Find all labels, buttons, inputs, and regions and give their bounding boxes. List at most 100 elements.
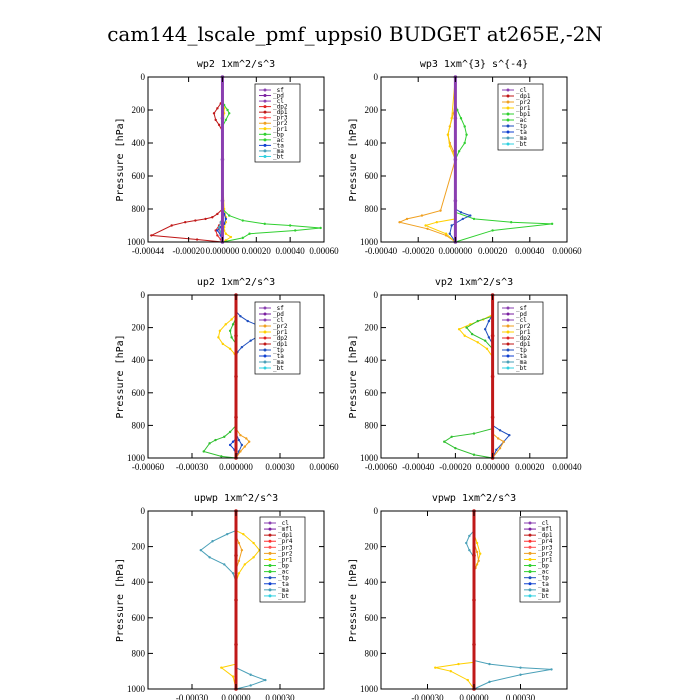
panels: wp2 1xm^2/s^3 Pressure [hPa] 0 200 400 600 800… — [115, 59, 582, 700]
series-point — [469, 214, 472, 217]
x-tick-label: 0.00060 — [309, 462, 339, 472]
legend-box — [497, 83, 544, 151]
series-point — [220, 455, 223, 458]
series-point — [226, 108, 229, 112]
legend-marker — [263, 348, 267, 352]
series-point — [550, 222, 554, 226]
series-point — [483, 339, 487, 342]
legend-entry: _ma — [278, 587, 289, 594]
y-tick-label: 1000 — [360, 453, 379, 463]
legend-entry: _cl — [273, 98, 284, 105]
legend-entry: _pr1 — [516, 329, 531, 336]
series-point — [448, 232, 452, 235]
legend-marker — [528, 539, 532, 543]
series-point — [228, 214, 231, 217]
series-point — [252, 541, 255, 545]
legend-marker — [506, 324, 510, 328]
x-tick-label: 0.00040 — [552, 462, 582, 472]
series-point — [223, 435, 226, 439]
series-point — [449, 670, 452, 673]
series-point — [457, 328, 461, 331]
legend-marker — [263, 360, 267, 364]
legend-entry: _tp — [278, 575, 289, 582]
series-point — [217, 336, 220, 339]
x-tick-label: 0.000000 — [476, 462, 510, 472]
legend-marker — [268, 576, 272, 580]
series-point — [519, 673, 522, 676]
series-line-pr2 — [398, 77, 456, 243]
y-axis-label: Pressure [hPa] — [348, 334, 359, 418]
series-point — [434, 666, 437, 669]
x-tick-label: -0.00060 — [365, 462, 398, 472]
series-point — [234, 553, 238, 558]
series-point — [472, 553, 476, 558]
legend-entry: _mfl — [538, 526, 553, 533]
x-tick-label: -0.00020 — [439, 462, 472, 472]
legend-entry: _dp1 — [278, 532, 293, 539]
legend-marker — [506, 112, 510, 116]
series-point — [420, 214, 424, 217]
series-point — [475, 550, 479, 554]
x-tick-label: 0.000000 — [206, 246, 240, 256]
x-tick-label: -0.00044 — [132, 246, 165, 256]
series-point — [199, 548, 202, 552]
y-tick-label: 600 — [365, 171, 379, 181]
legend-marker — [263, 330, 267, 334]
legend-entry: _bt — [516, 365, 527, 372]
y-tick-label: 800 — [365, 204, 379, 214]
legend-entry: _cl — [516, 317, 527, 324]
series-point — [472, 217, 476, 221]
legend-marker — [506, 348, 510, 352]
y-tick-label: 0 — [141, 506, 146, 516]
legend: _sf_pd_cl_pr2_pr1_dp2_dp1_tp_ta_ma_bt — [254, 301, 301, 375]
series-point — [224, 323, 227, 326]
series-point — [465, 541, 468, 545]
series-point — [472, 432, 476, 435]
series-line-dp2 — [443, 295, 494, 459]
series-point — [234, 642, 238, 647]
legend-marker — [506, 330, 510, 334]
series-point — [487, 336, 491, 339]
legend-entry: _pr1 — [538, 556, 553, 563]
series-point — [252, 556, 255, 559]
series-point — [248, 232, 251, 235]
series-point — [453, 157, 458, 162]
series-point — [184, 221, 187, 224]
y-tick-label: 0 — [374, 290, 379, 300]
series-point — [245, 437, 248, 440]
x-tick-label: 0.00000 — [459, 693, 489, 700]
series-point — [212, 112, 216, 115]
series-point — [476, 341, 479, 344]
legend-entry: _ac — [273, 137, 284, 144]
legend-entry: _dp1 — [273, 109, 288, 116]
series-point — [229, 235, 233, 239]
legend-entry: _pr2 — [273, 120, 288, 127]
legend-entry: _pr1 — [273, 126, 288, 133]
x-tick-label: -0.00030 — [411, 693, 444, 700]
y-tick-label: 600 — [132, 171, 146, 181]
legend-entry: _tp — [273, 347, 284, 354]
series-point — [249, 339, 252, 342]
series-point — [426, 227, 429, 230]
series-point — [508, 433, 511, 437]
series-point — [243, 563, 246, 566]
y-tick-label: 1000 — [360, 684, 379, 694]
series-point — [490, 374, 495, 379]
series-point — [237, 541, 241, 545]
series-point — [231, 572, 235, 575]
series-point — [468, 534, 471, 538]
series-point — [234, 374, 238, 379]
panel-title: wp2 1xm^2/s^3 — [197, 59, 275, 70]
series-point — [463, 141, 466, 145]
series-point — [218, 329, 222, 333]
panel-title: upwp 1xm^2/s^3 — [194, 493, 278, 504]
x-tick-label: 0.00030 — [506, 693, 536, 700]
legend-marker — [528, 594, 532, 598]
series-point — [239, 314, 242, 318]
plot-frame — [147, 76, 325, 243]
legend-entry: _pr4 — [278, 538, 293, 545]
legend-entry: _ma — [516, 135, 527, 142]
series-point — [226, 532, 229, 536]
y-axis-label: Pressure [hPa] — [115, 117, 126, 201]
